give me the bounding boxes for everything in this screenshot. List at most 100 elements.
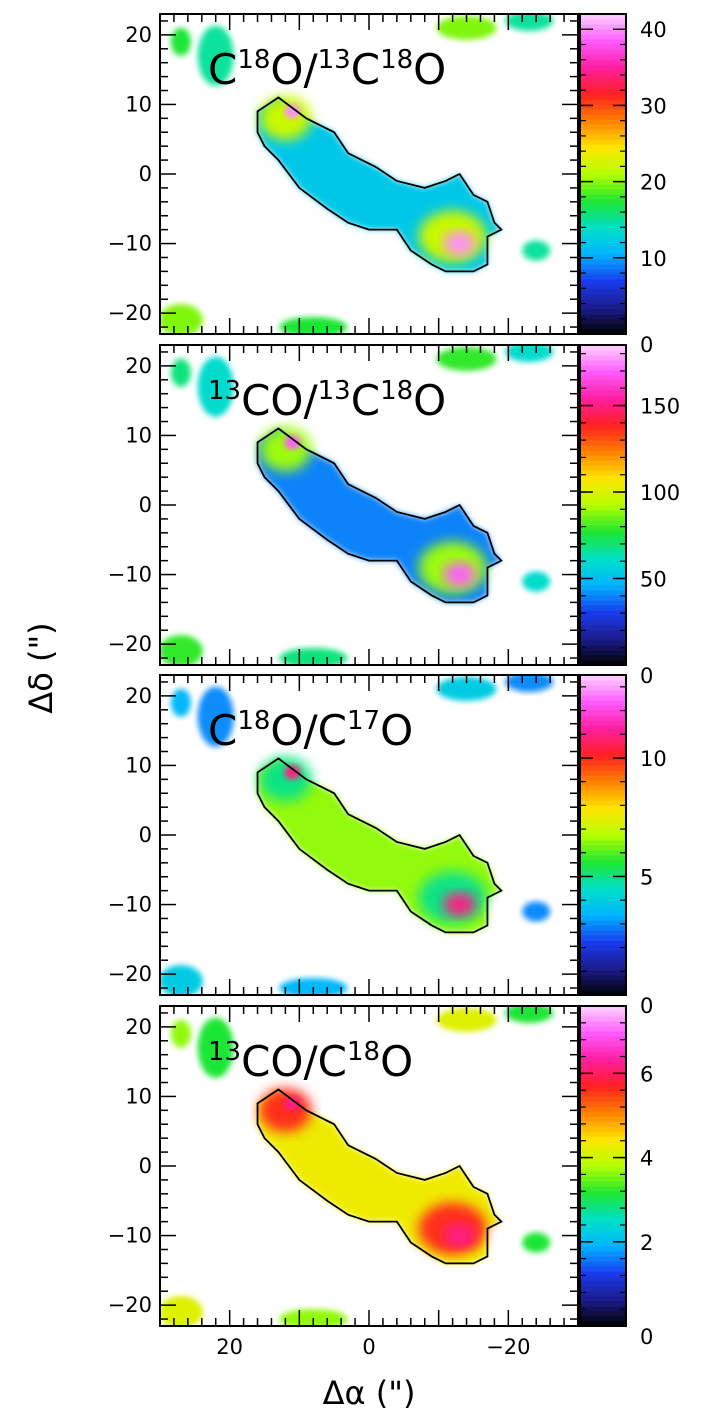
y-tick-label: 0 xyxy=(139,823,152,847)
colorbar-segment xyxy=(580,1216,626,1222)
colorbar-segment xyxy=(580,970,626,976)
colorbar-segment xyxy=(580,1176,626,1182)
colorbar-segment xyxy=(580,1206,626,1212)
title-text: O xyxy=(413,45,446,94)
ratio-peak-north xyxy=(284,765,301,780)
colorbar-segment xyxy=(580,49,626,55)
colorbar-segment xyxy=(580,355,626,361)
colorbar-segment xyxy=(580,885,626,891)
colorbar-tick-label: 0 xyxy=(640,333,653,357)
colorbar-segment xyxy=(580,1101,626,1107)
contour-line xyxy=(256,427,503,604)
ratio-peak xyxy=(443,562,476,587)
outer-emission-blob xyxy=(160,635,203,665)
colorbar-segment xyxy=(580,450,626,456)
colorbar-segment xyxy=(580,515,626,521)
y-tick-label: −10 xyxy=(108,1224,152,1248)
colorbar-segment xyxy=(580,29,626,35)
contour-line xyxy=(256,96,503,273)
title-text: O xyxy=(413,376,446,425)
colorbar-tick-label: 20 xyxy=(640,171,667,195)
colorbar-segment xyxy=(580,900,626,906)
colorbar-segment xyxy=(580,405,626,411)
panel-4: 20 10 0 −10 −20 13CO/C18O 0 2 4 6 xyxy=(108,1005,653,1349)
y-tick-label: −10 xyxy=(108,232,152,256)
colorbar-segment xyxy=(580,39,626,45)
outer-emission-blob xyxy=(170,1019,191,1048)
colorbar-segment xyxy=(580,940,626,946)
colorbar-segment xyxy=(580,1241,626,1247)
colorbar-tick-label: 4 xyxy=(640,1147,653,1171)
colorbar-segment xyxy=(580,1316,626,1322)
colorbar-segment xyxy=(580,224,626,230)
colorbar-segment xyxy=(580,239,626,245)
colorbar-segment xyxy=(580,34,626,40)
y-tick-label: 0 xyxy=(139,1154,152,1178)
colorbar-segment xyxy=(580,1071,626,1077)
outer-emission-blob xyxy=(170,688,191,717)
colorbar-segment xyxy=(580,600,626,606)
ratio-peak-north xyxy=(284,104,301,119)
outer-emission-blob xyxy=(197,686,234,747)
colorbar-segment xyxy=(580,500,626,506)
colorbar-segment xyxy=(580,254,626,260)
colorbar-segment xyxy=(580,955,626,961)
colorbar-segment xyxy=(580,114,626,120)
colorbar-segment xyxy=(580,1126,626,1132)
colorbar-segment xyxy=(580,835,626,841)
colorbar-segment xyxy=(580,1221,626,1227)
colorbar-segment xyxy=(580,1036,626,1042)
colorbar-segment xyxy=(580,745,626,751)
colorbar-segment xyxy=(580,314,626,320)
outer-emission-blob xyxy=(436,15,497,40)
colorbar-segment xyxy=(580,890,626,896)
colorbar-tick-label: 40 xyxy=(640,18,667,42)
y-tick-label: 20 xyxy=(125,23,152,47)
colorbar-segment xyxy=(580,425,626,431)
y-tick-label: −20 xyxy=(108,1293,152,1317)
colorbar-segment xyxy=(580,645,626,651)
colorbar-segment xyxy=(580,725,626,731)
y-tick-label: 10 xyxy=(125,1084,152,1108)
colorbar-segment xyxy=(580,249,626,255)
colorbar-segment xyxy=(580,274,626,280)
colorbar-segment xyxy=(580,94,626,100)
title-text: O/C xyxy=(270,706,347,755)
colorbar-segment xyxy=(580,475,626,481)
colorbar-segment xyxy=(580,1076,626,1082)
colorbar-segment xyxy=(580,685,626,691)
contour-line xyxy=(256,1088,503,1265)
colorbar-segment xyxy=(580,925,626,931)
colorbar-segment xyxy=(580,565,626,571)
colorbar-segment xyxy=(580,480,626,486)
colorbar-tick-label: 0 xyxy=(640,664,653,688)
colorbar-segment xyxy=(580,1181,626,1187)
colorbar-segment xyxy=(580,1291,626,1297)
colorbar-segment xyxy=(580,1256,626,1262)
colorbar-segment xyxy=(580,1281,626,1287)
colorbar-segment xyxy=(580,1236,626,1242)
outer-emission-blob xyxy=(436,676,497,701)
colorbar-segment xyxy=(580,445,626,451)
colorbar-segment xyxy=(580,485,626,491)
map-area xyxy=(160,675,554,995)
colorbar-segment xyxy=(580,244,626,250)
colorbar-segment xyxy=(580,525,626,531)
colorbar-segment xyxy=(580,655,626,661)
colorbar-segment xyxy=(580,350,626,356)
colorbar-segment xyxy=(580,620,626,626)
colorbar-tick-label: 30 xyxy=(640,94,667,118)
colorbar-segment xyxy=(580,214,626,220)
colorbar-segment xyxy=(580,490,626,496)
title-text: O xyxy=(380,706,413,755)
outer-emission-blob xyxy=(436,346,497,371)
x-axis-label: Δα (") xyxy=(323,1374,416,1412)
colorbar-segment xyxy=(580,580,626,586)
title-superscript: 18 xyxy=(380,376,413,406)
title-superscript: 17 xyxy=(347,706,380,736)
colorbar-segment xyxy=(580,540,626,546)
colorbar-segment xyxy=(580,365,626,371)
colorbar-segment xyxy=(580,895,626,901)
colorbar-tick-label: 10 xyxy=(640,747,667,771)
